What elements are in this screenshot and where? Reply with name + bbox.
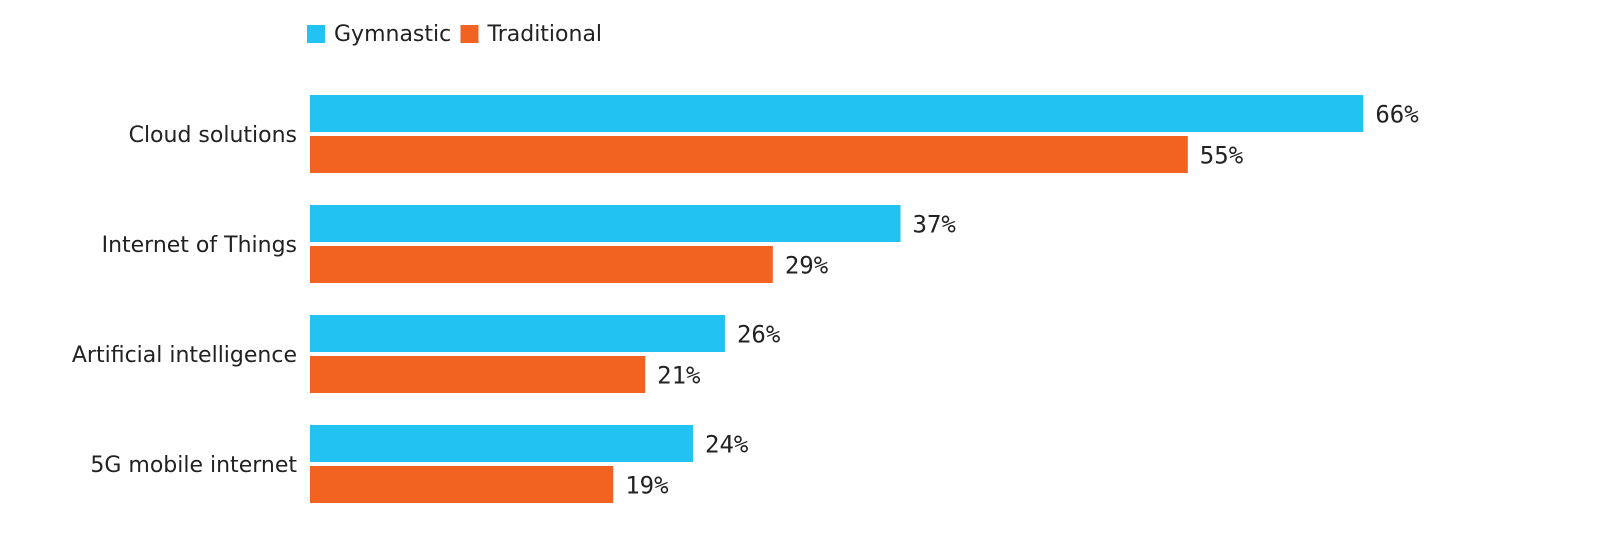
legend-label-gymnastic: Gymnastic	[334, 22, 451, 47]
bar-traditional-internet-of-things	[310, 246, 773, 283]
bar-gymnastic-artificial-intelligence	[310, 315, 725, 352]
legend-label-traditional: Traditional	[487, 22, 603, 47]
value-label-gymnastic-artificial-intelligence: 26%	[737, 321, 781, 349]
bar-gymnastic-cloud-solutions	[310, 95, 1364, 132]
value-labels: 66% 55% 37% 29% 26% 21% 24% 19%	[625, 101, 1419, 500]
legend-swatch-gymnastic	[307, 25, 325, 43]
legend-swatch-traditional	[460, 25, 479, 43]
bars	[310, 95, 1364, 503]
value-label-gymnastic-cloud-solutions: 66%	[1375, 101, 1419, 129]
value-label-gymnastic-5g-mobile-internet: 24%	[705, 431, 749, 459]
bar-gymnastic-5g-mobile-internet	[310, 425, 694, 462]
value-label-gymnastic-internet-of-things: 37%	[913, 211, 957, 239]
category-label-internet-of-things: Internet of Things	[102, 233, 297, 258]
category-label-5g-mobile-internet: 5G mobile internet	[90, 453, 297, 478]
value-label-traditional-internet-of-things: 29%	[785, 252, 829, 280]
value-label-traditional-5g-mobile-internet: 19%	[625, 472, 669, 500]
category-label-cloud-solutions: Cloud solutions	[129, 123, 297, 148]
chart-legend: Gymnastic Traditional	[307, 22, 602, 47]
bar-traditional-5g-mobile-internet	[310, 466, 614, 503]
bar-gymnastic-internet-of-things	[310, 205, 901, 242]
category-label-artificial-intelligence: Artificial intelligence	[72, 343, 297, 368]
category-labels: Cloud solutions Internet of Things Artific…	[72, 123, 297, 478]
bar-traditional-cloud-solutions	[310, 136, 1188, 173]
bar-traditional-artificial-intelligence	[310, 356, 646, 393]
value-label-traditional-artificial-intelligence: 21%	[657, 362, 701, 390]
value-label-traditional-cloud-solutions: 55%	[1200, 142, 1244, 170]
